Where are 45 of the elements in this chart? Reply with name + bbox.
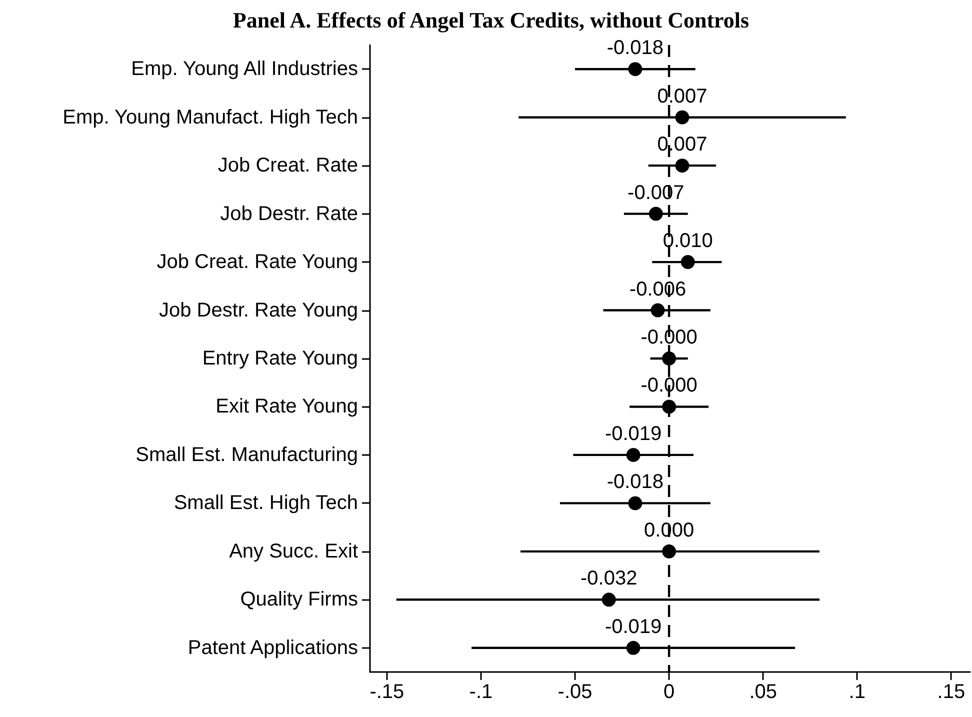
point	[675, 110, 690, 124]
data-label: 0.010	[662, 230, 713, 252]
y-tick-label: Small Est. Manufacturing	[136, 444, 358, 466]
point	[680, 255, 695, 270]
data-label: -0.007	[628, 182, 684, 204]
x-tick-label: .1	[848, 681, 866, 703]
data-label: -0.019	[604, 616, 662, 638]
y-tick-label: Exit Rate Young	[216, 396, 358, 418]
y-tick-label: Job Creat. Rate	[218, 154, 358, 177]
point	[628, 62, 642, 76]
point	[626, 448, 640, 462]
y-tick-label: Emp. Young Manufact. High Tech	[62, 106, 358, 128]
x-tick-label: -.05	[558, 681, 592, 703]
data-label: 0.007	[657, 85, 708, 108]
data-label: -0.018	[606, 471, 664, 494]
y-tick-label: Emp. Young All Industries	[131, 58, 358, 80]
y-tick-label: Patent Applications	[188, 636, 358, 659]
y-tick-label: Job Destr. Rate	[220, 202, 358, 225]
point	[675, 158, 690, 173]
x-tick-label: 0	[663, 681, 675, 703]
data-label: -0.000	[640, 326, 698, 348]
x-tick-label: -.1	[469, 681, 493, 703]
data-label: 0.007	[657, 134, 708, 156]
point	[662, 544, 676, 558]
point	[628, 496, 642, 510]
y-tick-label: Entry Rate Young	[202, 348, 358, 370]
data-label: -0.000	[640, 374, 698, 397]
y-tick-label: Small Est. High Tech	[174, 492, 358, 514]
point	[662, 352, 676, 366]
point	[662, 400, 676, 414]
x-tick-label: -.15	[370, 681, 404, 703]
x-tick-label: .05	[749, 681, 778, 703]
data-label: -0.032	[580, 568, 638, 590]
y-tick-label: Job Destr. Rate Young	[158, 299, 358, 322]
y-tick-label: Quality Firms	[240, 588, 358, 611]
data-label: -0.019	[604, 422, 662, 445]
point	[626, 640, 640, 655]
y-tick-label: Job Creat. Rate Young	[156, 251, 358, 274]
chart-title: Panel A. Effects of Angel Tax Credits, without Controls	[232, 8, 750, 32]
point	[648, 206, 663, 221]
y-tick-label: Any Succ. Exit	[229, 540, 358, 562]
point	[650, 303, 665, 318]
point	[602, 592, 616, 607]
x-tick-label: .15	[937, 681, 966, 703]
data-label: -0.018	[606, 37, 664, 60]
